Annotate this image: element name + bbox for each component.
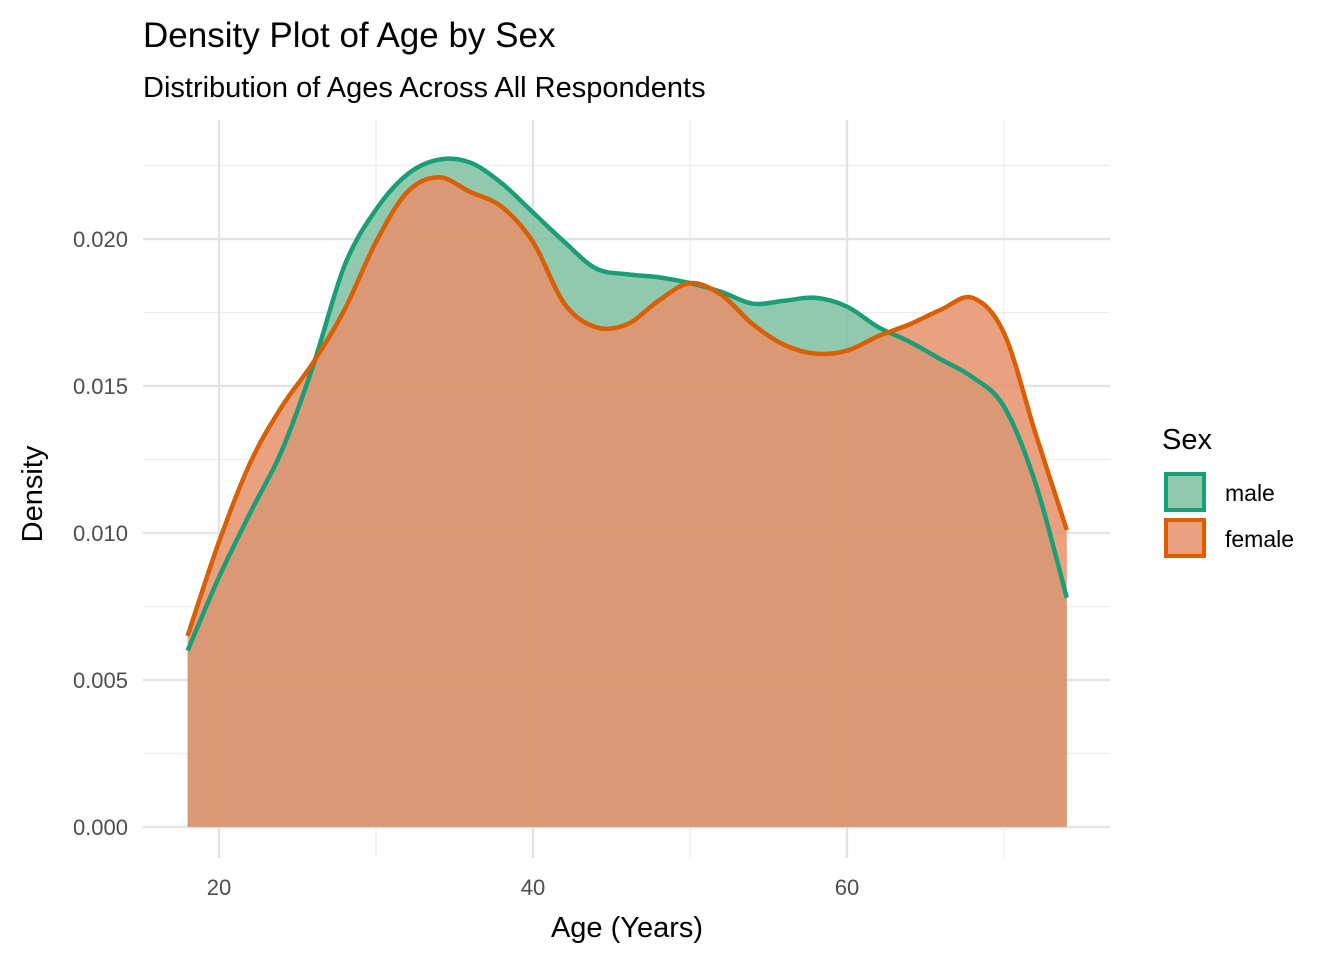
density-line-male [185, 156, 1069, 652]
legend-title: Sex [1162, 424, 1212, 456]
y-tick-label: 0.020 [73, 227, 128, 252]
legend-key-male [1164, 472, 1206, 512]
x-tick-label: 20 [207, 875, 231, 900]
legend-key-female [1164, 518, 1206, 558]
x-axis-ticks: 20 40 60 [207, 875, 859, 900]
chart-title: Density Plot of Age by Sex [143, 16, 556, 55]
x-tick-label: 60 [835, 875, 859, 900]
legend-label-male: male [1225, 480, 1275, 506]
density-lines [185, 156, 1069, 652]
density-line-female [185, 175, 1069, 637]
x-tick-label: 40 [521, 875, 545, 900]
y-tick-label: 0.005 [73, 668, 128, 693]
y-tick-label: 0.010 [73, 521, 128, 546]
x-axis-title: Age (Years) [551, 912, 703, 944]
density-areas [187, 158, 1067, 827]
density-area-female [187, 177, 1067, 827]
legend: Sex male female [1162, 424, 1294, 558]
chart-subtitle: Distribution of Ages Across All Responde… [143, 72, 706, 104]
legend-label-female: female [1225, 526, 1294, 552]
y-axis-title: Density [17, 445, 49, 542]
y-axis-ticks: 0.000 0.005 0.010 0.015 0.020 [73, 227, 128, 840]
y-tick-label: 0.015 [73, 374, 128, 399]
y-tick-label: 0.000 [73, 815, 128, 840]
